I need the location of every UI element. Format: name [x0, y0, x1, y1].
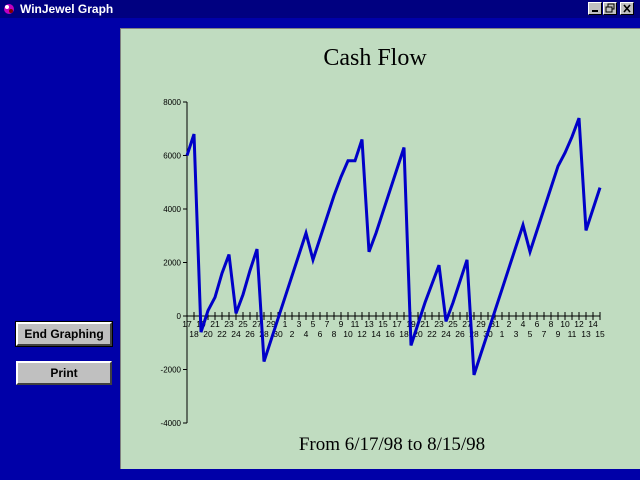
series-line [185, 117, 602, 376]
close-button[interactable] [620, 2, 634, 15]
x-tick-label: 21 [210, 319, 220, 329]
x-tick-label: 3 [297, 319, 302, 329]
x-tick-label: 17 [182, 319, 192, 329]
x-tick-label: 30 [273, 329, 283, 339]
y-tick-label: 6000 [163, 152, 181, 161]
x-tick-label: 9 [556, 329, 561, 339]
x-tick-label: 18 [399, 329, 409, 339]
restore-button[interactable] [603, 2, 617, 15]
x-tick-label: 24 [441, 329, 451, 339]
end-graphing-button[interactable]: End Graphing [15, 321, 113, 347]
graph-panel: Cash Flow From 6/17/98 to 8/15/98 -4000-… [120, 28, 640, 469]
x-tick-label: 23 [434, 319, 444, 329]
x-tick-label: 4 [304, 329, 309, 339]
x-tick-label: 20 [413, 329, 423, 339]
y-tick-label: 4000 [163, 205, 181, 214]
chart-title: Cash Flow [323, 45, 427, 71]
x-tick-label: 6 [318, 329, 323, 339]
x-tick-label: 1 [283, 319, 288, 329]
x-tick-label: 31 [490, 319, 500, 329]
x-tick-label: 14 [588, 319, 598, 329]
x-tick-label: 11 [351, 319, 360, 329]
y-tick-label: 2000 [163, 259, 181, 268]
x-tick-label: 7 [325, 319, 330, 329]
x-tick-label: 16 [385, 329, 395, 339]
chart-axes [183, 101, 601, 424]
x-tick-label: 26 [455, 329, 465, 339]
x-tick-label: 15 [378, 319, 388, 329]
minimize-icon [592, 10, 598, 12]
x-tick-label: 20 [203, 329, 213, 339]
x-tick-label: 28 [259, 329, 269, 339]
x-tick-label: 1 [500, 329, 505, 339]
x-tick-label: 2 [507, 319, 512, 329]
x-tick-label: 15 [595, 329, 605, 339]
x-tick-label: 25 [448, 319, 458, 329]
x-tick-label: 27 [252, 319, 262, 329]
x-tick-label: 8 [549, 319, 554, 329]
x-tick-label: 13 [364, 319, 374, 329]
y-tick-label: -4000 [161, 419, 182, 428]
title-bar: WinJewel Graph [0, 0, 640, 18]
minimize-button[interactable] [588, 2, 602, 15]
plot-area [185, 117, 602, 376]
x-tick-label: 29 [476, 319, 486, 329]
x-tick-label: 18 [189, 329, 199, 339]
x-tick-label: 17 [392, 319, 402, 329]
x-tick-label: 4 [521, 319, 526, 329]
x-tick-label: 24 [231, 329, 241, 339]
x-tick-label: 21 [420, 319, 430, 329]
x-tick-label: 5 [528, 329, 533, 339]
x-tick-label: 12 [357, 329, 367, 339]
x-tick-label: 2 [290, 329, 295, 339]
x-tick-label: 13 [581, 329, 591, 339]
x-tick-label: 22 [427, 329, 437, 339]
x-tick-label: 10 [343, 329, 353, 339]
x-tick-label: 7 [542, 329, 547, 339]
x-tick-label: 25 [238, 319, 248, 329]
x-tick-label: 3 [514, 329, 519, 339]
x-tick-label: 26 [245, 329, 255, 339]
x-tick-label: 22 [217, 329, 227, 339]
chart-subtitle: From 6/17/98 to 8/15/98 [299, 434, 485, 455]
x-tick-label: 28 [469, 329, 479, 339]
x-tick-label: 6 [535, 319, 540, 329]
x-tick-label: 5 [311, 319, 316, 329]
y-axis-labels: -4000 -2000 0 2000 4000 6000 8000 [161, 98, 182, 428]
x-tick-label: 23 [224, 319, 234, 329]
restore-icon [605, 3, 615, 13]
cash-flow-chart: Cash Flow From 6/17/98 to 8/15/98 -4000-… [161, 45, 605, 455]
window-title: WinJewel Graph [20, 2, 114, 16]
y-tick-label: -2000 [161, 366, 182, 375]
app-icon [4, 4, 14, 14]
close-icon [623, 4, 631, 13]
x-tick-label: 14 [371, 329, 381, 339]
x-tick-label: 10 [560, 319, 570, 329]
y-tick-label: 8000 [163, 98, 181, 107]
x-tick-label: 29 [266, 319, 276, 329]
print-button[interactable]: Print [16, 361, 112, 385]
x-tick-label: 8 [332, 329, 337, 339]
x-tick-label: 12 [574, 319, 584, 329]
x-tick-label: 27 [462, 319, 472, 329]
x-axis-labels: 1718192021222324252627282930123456789101… [182, 319, 605, 339]
x-tick-label: 9 [339, 319, 344, 329]
x-tick-label: 11 [568, 329, 577, 339]
y-tick-label: 0 [177, 312, 182, 321]
